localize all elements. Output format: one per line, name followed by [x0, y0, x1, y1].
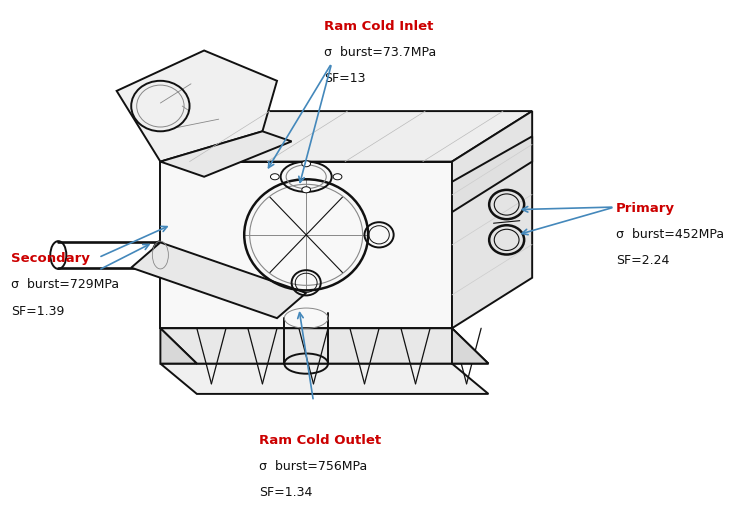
Circle shape	[270, 174, 279, 180]
Polygon shape	[160, 111, 532, 162]
Polygon shape	[160, 328, 197, 364]
Text: SF=13: SF=13	[324, 72, 366, 85]
Circle shape	[302, 187, 311, 193]
Circle shape	[333, 174, 342, 180]
Text: SF=2.24: SF=2.24	[616, 254, 669, 267]
Text: Secondary: Secondary	[11, 252, 90, 265]
Polygon shape	[160, 328, 488, 364]
Polygon shape	[452, 111, 532, 328]
Text: σ  burst=756MPa: σ burst=756MPa	[259, 460, 367, 473]
Polygon shape	[160, 131, 292, 177]
Polygon shape	[117, 50, 277, 162]
Text: SF=1.34: SF=1.34	[259, 486, 312, 499]
Circle shape	[302, 161, 311, 167]
Text: SF=1.39: SF=1.39	[11, 305, 64, 318]
Text: σ  burst=73.7MPa: σ burst=73.7MPa	[324, 46, 437, 59]
Text: σ  burst=452MPa: σ burst=452MPa	[616, 228, 724, 241]
Polygon shape	[160, 364, 488, 394]
Polygon shape	[160, 162, 452, 328]
Polygon shape	[131, 242, 306, 318]
Text: Primary: Primary	[616, 201, 675, 215]
Polygon shape	[452, 328, 488, 364]
Text: Ram Cold Inlet: Ram Cold Inlet	[324, 20, 434, 33]
Text: Ram Cold Outlet: Ram Cold Outlet	[259, 434, 381, 447]
Text: σ  burst=729MPa: σ burst=729MPa	[11, 278, 119, 291]
Polygon shape	[452, 136, 532, 212]
